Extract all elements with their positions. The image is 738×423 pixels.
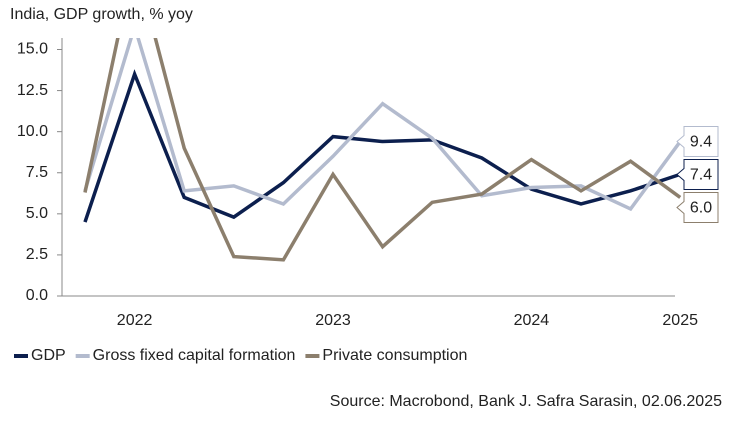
series-line [83,38,682,262]
series-line [83,38,682,212]
plot-area [83,38,682,262]
end-label-box [676,192,719,224]
end-label: 9.4 [690,134,712,151]
series-line [83,69,681,223]
x-tick-label: 2022 [117,312,153,329]
source: Source: Macrobond, Bank J. Safra Sarasin… [330,393,722,410]
end-label-box [676,159,719,191]
x-tick-label: 2023 [315,312,351,329]
x-tick-label: 2025 [662,312,698,329]
y-tick-label: 10.0 [17,123,48,140]
y-tick-label: 5.0 [26,205,48,222]
chart-title: India, GDP growth, % yoy [10,6,193,23]
legend-label: GDP [31,347,66,364]
end-label: 6.0 [690,200,712,217]
y-tick-label: 7.5 [26,164,48,181]
y-tick-label: 15.0 [17,41,48,58]
end-label: 7.4 [690,167,712,184]
legend-label: Private consumption [322,347,467,364]
legend-label: Gross fixed capital formation [93,347,296,364]
y-tick-label: 12.5 [17,82,48,99]
x-tick-label: 2024 [514,312,550,329]
y-tick-label: 0.0 [26,287,48,304]
y-tick-label: 2.5 [26,246,48,263]
end-label-box [676,126,719,158]
